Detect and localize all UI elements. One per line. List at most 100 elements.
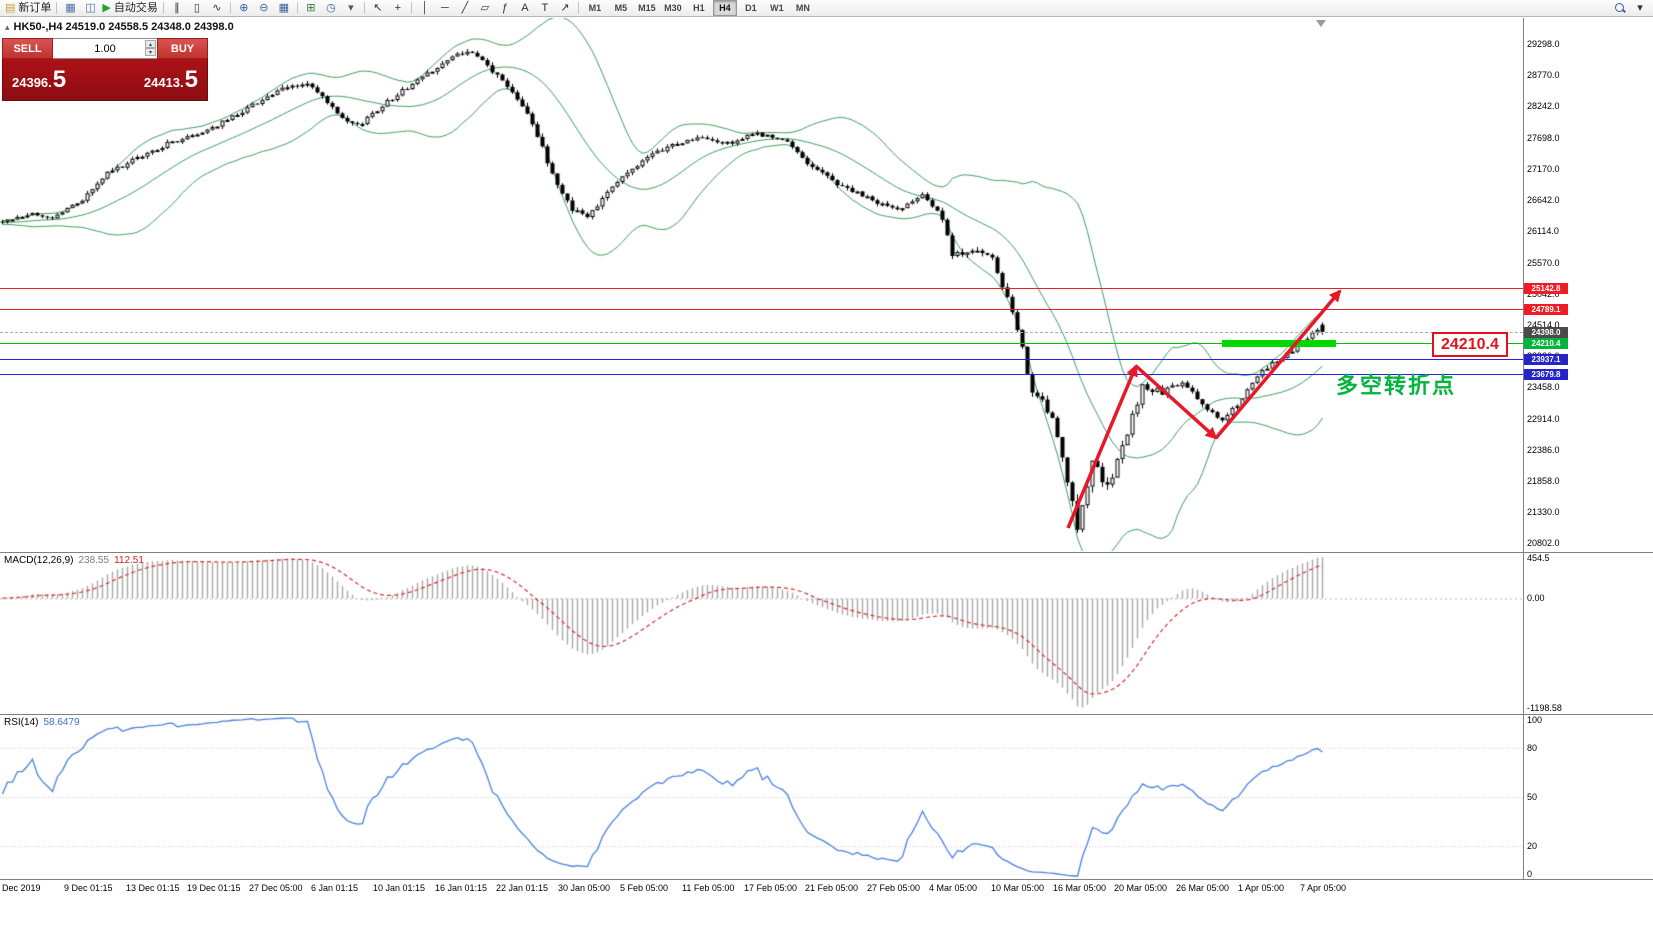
zoom-in-icon[interactable]: ⊕ [234, 1, 254, 16]
time-axis[interactable]: Dec 2019 9 Dec 01:15 13 Dec 01:15 19 Dec 01… [0, 879, 1653, 900]
symbol-ohlc-info: ▴ HK50-,H4 24519.0 24558.5 24348.0 24398… [5, 21, 234, 33]
trendline-icon[interactable]: ╱ [455, 1, 475, 16]
price-tag-24210.4: 24210.4 [1524, 338, 1568, 349]
candlestick-chart-icon[interactable]: ▯ [187, 1, 207, 16]
ask-price: 24413. 5 [143, 65, 198, 93]
price-axis-tick: 28242.0 [1527, 101, 1560, 112]
cursor-icon[interactable]: ↖ [368, 1, 388, 16]
rsi-axis-label: 80 [1527, 742, 1538, 753]
time-axis-label: 1 Apr 05:00 [1238, 883, 1285, 893]
price-level-line-24210.4[interactable] [0, 343, 1523, 344]
time-axis-label: 26 Mar 05:00 [1176, 883, 1230, 893]
price-annotation-box[interactable]: 24210.4 [1432, 332, 1508, 357]
new-order-button[interactable]: ▤ 新订单 [3, 1, 53, 16]
price-axis-tick: 24514.0 [1527, 319, 1560, 330]
time-axis-label: 20 Mar 05:00 [1114, 883, 1168, 893]
label-icon[interactable]: T [535, 1, 555, 16]
line-chart-icon[interactable]: ∿ [207, 1, 227, 16]
fibonacci-icon[interactable]: ƒ [495, 1, 515, 16]
tile-windows-icon[interactable]: ▦ [274, 1, 294, 16]
timeframe-button-d1[interactable]: D1 [745, 3, 757, 13]
candlestick-chart-canvas[interactable] [0, 18, 1523, 551]
crosshair-icon: + [394, 1, 402, 14]
rsi-axis-label: 0 [1527, 869, 1533, 879]
price-level-line-24789.1[interactable] [0, 309, 1523, 310]
bid-ask-panel: 24396. 5 24413. 5 [2, 59, 208, 101]
line-chart-icon: ∿ [212, 1, 222, 14]
channel-icon[interactable]: ▱ [475, 1, 495, 16]
toolbar-separator [577, 2, 579, 14]
trend-arrows-annotation[interactable] [0, 18, 1523, 551]
arrows-icon: ↗ [560, 1, 570, 14]
timeframe-button-h4[interactable]: H4 [712, 0, 737, 16]
price-axis-tick: 26642.0 [1527, 194, 1560, 205]
price-level-line-23937.1[interactable] [0, 359, 1523, 360]
timeframe-button-m1[interactable]: M1 [588, 3, 602, 13]
price-level-line-25142.8[interactable] [0, 288, 1523, 289]
time-axis-label: 13 Dec 01:15 [126, 883, 180, 893]
time-axis-label: 16 Mar 05:00 [1053, 883, 1107, 893]
volume-increase-button[interactable]: ▴ [145, 40, 156, 48]
vertical-line-icon[interactable]: │ [415, 1, 435, 16]
volume-value: 1.00 [94, 42, 116, 55]
trend-arrow-3[interactable] [1214, 289, 1342, 440]
templates-icon[interactable]: ▾ [341, 1, 361, 16]
trend-arrow-1[interactable] [1066, 364, 1138, 529]
profiles-icon: ◫ [85, 1, 96, 14]
periods-icon[interactable]: ◷ [321, 1, 341, 16]
indicators-icon: ⊞ [306, 1, 316, 14]
price-level-line-24398.0[interactable] [0, 332, 1523, 333]
profiles-icon[interactable]: ◫ [80, 1, 100, 16]
periods-icon: ◷ [326, 1, 336, 14]
templates-icon: ▾ [348, 1, 354, 14]
price-axis-tick: 27170.0 [1527, 163, 1560, 174]
time-axis-label: 19 Dec 01:15 [187, 883, 241, 893]
time-axis-label: 10 Mar 05:00 [991, 883, 1045, 893]
rsi-axis-label: 50 [1527, 792, 1538, 802]
toolbar-separator [296, 2, 298, 14]
time-axis-label: 22 Jan 01:15 [496, 883, 549, 893]
timeframe-button-h1[interactable]: H1 [693, 3, 705, 13]
timeframe-button-w1[interactable]: W1 [770, 3, 784, 13]
time-axis-label: Dec 2019 [2, 883, 41, 893]
volume-decrease-button[interactable]: ▾ [145, 48, 156, 56]
price-axis-tick: 26114.0 [1527, 225, 1559, 236]
price-annotation-text: 24210.4 [1441, 336, 1499, 353]
charts-grid-icon: ▦ [65, 1, 76, 14]
macd-axis-label: -1198.58 [1527, 702, 1562, 713]
panel-collapse-arrow-icon[interactable]: ▴ [5, 21, 10, 32]
charts-grid-icon[interactable]: ▦ [60, 1, 80, 16]
support-zone-bar[interactable] [1222, 340, 1336, 347]
rsi-canvas [0, 715, 1523, 879]
text-icon[interactable]: A [515, 1, 535, 16]
fibonacci-icon: ƒ [501, 1, 508, 14]
channel-icon: ▱ [480, 1, 490, 14]
sell-button[interactable]: SELL [2, 38, 53, 59]
timeframe-button-m30[interactable]: M30 [664, 3, 682, 13]
zoom-out-icon: ⊖ [259, 1, 269, 14]
time-axis-label: 21 Feb 05:00 [805, 883, 859, 893]
timeframe-button-mn[interactable]: MN [795, 3, 810, 13]
autotrade-button-icon: ▶ [102, 1, 111, 14]
autotrade-button[interactable]: ▶ 自动交易 [100, 1, 159, 16]
chart-shift-marker[interactable] [1316, 20, 1326, 27]
rsi-title: RSI(14) 58.6479 [4, 717, 80, 728]
indicators-icon[interactable]: ⊞ [301, 1, 321, 16]
rsi-pane: RSI(14) 58.6479 100 80 50 20 0 [0, 714, 1653, 879]
time-axis-label: 27 Feb 05:00 [867, 883, 921, 893]
timeframe-button-m5[interactable]: M5 [614, 3, 628, 13]
crosshair-icon[interactable]: + [388, 1, 408, 16]
rsi-value: 58.6479 [43, 717, 80, 728]
timeframe-button-m15[interactable]: M15 [638, 3, 656, 13]
toolbar: ▤ 新订单 ▦ ◫ ▶ 自动交易 ∥ ▯ ∿ ⊕ ⊖ ▦ ⊞ ◷ ▾ ↖ + │ ─ ╱ ▱ ƒ A T ↗ M1 M5 M15 M30… [0, 0, 1653, 17]
arrows-icon[interactable]: ↗ [555, 1, 575, 16]
search-icon[interactable] [1610, 1, 1630, 16]
price-level-line-23679.8[interactable] [0, 374, 1523, 375]
scroll-down-icon[interactable]: ▾ [1637, 1, 1643, 14]
trend-arrow-2[interactable] [1134, 364, 1218, 440]
horizontal-line-icon[interactable]: ─ [435, 1, 455, 16]
bar-chart-icon[interactable]: ∥ [167, 1, 187, 16]
buy-button[interactable]: BUY [157, 38, 208, 59]
volume-input[interactable]: 1.00 ▴ ▾ [53, 38, 157, 59]
zoom-out-icon[interactable]: ⊖ [254, 1, 274, 16]
